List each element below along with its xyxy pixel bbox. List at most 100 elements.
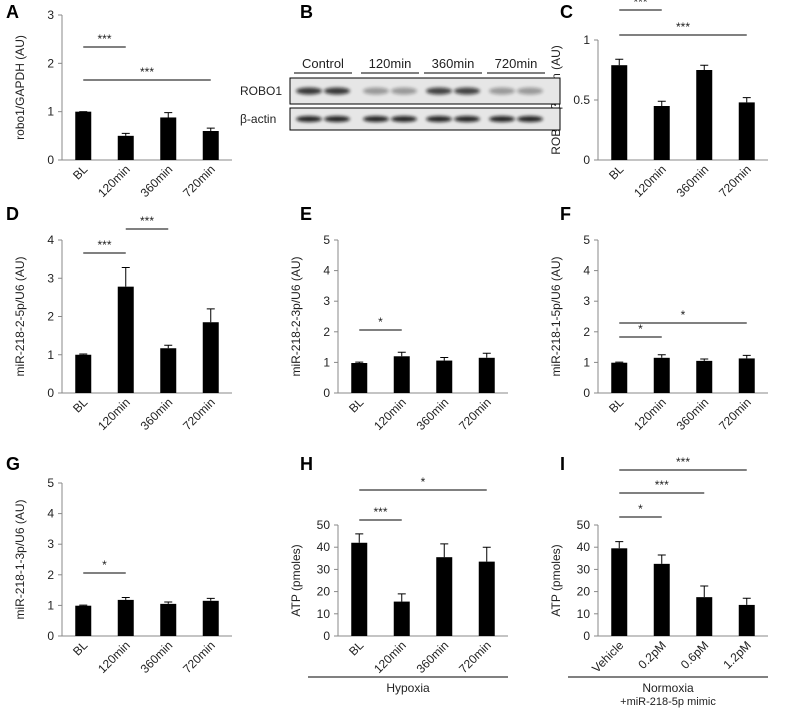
blot-band bbox=[363, 87, 389, 95]
bar bbox=[75, 354, 92, 393]
bar bbox=[117, 599, 134, 636]
y-tick-label: 4 bbox=[47, 507, 54, 521]
significance-label: *** bbox=[140, 65, 154, 79]
error-bar bbox=[440, 543, 449, 558]
error-bar bbox=[657, 100, 666, 106]
group-label: Hypoxia bbox=[386, 681, 430, 695]
error-bar bbox=[206, 597, 215, 601]
bar bbox=[478, 561, 495, 636]
error-bar bbox=[79, 353, 88, 355]
x-tick-label: 360min bbox=[138, 395, 176, 433]
x-tick-label: 720min bbox=[716, 162, 754, 200]
y-tick-label: 10 bbox=[577, 607, 591, 621]
bar bbox=[75, 605, 92, 636]
y-tick-label: 5 bbox=[323, 233, 330, 247]
y-tick-label: 1 bbox=[47, 598, 54, 612]
blot-band bbox=[363, 116, 389, 122]
y-tick-label: 10 bbox=[317, 607, 331, 621]
bar bbox=[75, 111, 92, 160]
y-tick-label: 5 bbox=[583, 233, 590, 247]
group-label: +miR-218-5p mimic bbox=[620, 696, 716, 708]
blot-band bbox=[454, 116, 480, 122]
y-tick-label: 40 bbox=[317, 540, 331, 554]
error-bar bbox=[206, 127, 215, 131]
significance-label: *** bbox=[97, 32, 111, 46]
y-tick-label: 2 bbox=[47, 568, 54, 582]
panel-label: G bbox=[6, 454, 20, 474]
significance-label: *** bbox=[373, 505, 387, 519]
y-tick-label: 4 bbox=[323, 264, 330, 278]
x-tick-label: Vehicle bbox=[589, 638, 626, 675]
y-tick-label: 50 bbox=[317, 518, 331, 532]
y-axis-label: miR-218-1-5p/U6 (AU) bbox=[549, 256, 563, 376]
y-tick-label: 2 bbox=[583, 325, 590, 339]
lane-label: 120min bbox=[369, 56, 412, 71]
x-tick-label: 0.6pM bbox=[678, 638, 711, 671]
y-tick-label: 1 bbox=[323, 355, 330, 369]
error-bar bbox=[355, 533, 364, 543]
row-label: β-actin bbox=[240, 112, 276, 126]
x-tick-label: BL bbox=[70, 638, 91, 659]
bar bbox=[436, 557, 453, 636]
x-tick-label: 360min bbox=[674, 162, 712, 200]
x-tick-label: BL bbox=[606, 395, 627, 416]
blot-band bbox=[426, 87, 452, 95]
blot-band bbox=[391, 87, 417, 95]
y-tick-label: 0 bbox=[47, 386, 54, 400]
y-tick-label: 3 bbox=[47, 537, 54, 551]
blot-band bbox=[454, 87, 480, 95]
error-bar bbox=[164, 601, 173, 604]
panel-label: I bbox=[560, 454, 565, 474]
error-bar bbox=[742, 354, 751, 359]
panel-label: C bbox=[560, 2, 573, 22]
error-bar bbox=[164, 344, 173, 349]
y-tick-label: 0 bbox=[583, 629, 590, 643]
lane-label: 720min bbox=[495, 56, 538, 71]
error-bar bbox=[700, 585, 709, 598]
y-tick-label: 20 bbox=[317, 585, 331, 599]
x-tick-label: 120min bbox=[95, 638, 133, 676]
x-tick-label: 360min bbox=[414, 395, 452, 433]
blot-band bbox=[391, 116, 417, 122]
panel-label: D bbox=[6, 204, 19, 224]
significance-label: * bbox=[102, 558, 107, 572]
error-bar bbox=[742, 597, 751, 605]
significance-label: * bbox=[681, 308, 686, 322]
lane-label: 360min bbox=[432, 56, 475, 71]
y-tick-label: 0 bbox=[47, 153, 54, 167]
panel-label: A bbox=[6, 2, 19, 22]
bar bbox=[738, 604, 755, 636]
error-bar bbox=[657, 554, 666, 564]
blot-band bbox=[324, 87, 350, 95]
x-tick-label: 360min bbox=[138, 162, 176, 200]
significance-label: * bbox=[421, 475, 426, 489]
blot-band bbox=[517, 116, 543, 122]
bar bbox=[611, 548, 628, 636]
y-tick-label: 3 bbox=[47, 8, 54, 22]
x-tick-label: 720min bbox=[456, 638, 494, 676]
blot-band bbox=[489, 87, 515, 95]
x-tick-label: 120min bbox=[371, 638, 409, 676]
significance-label: *** bbox=[676, 455, 690, 469]
blot-band bbox=[426, 116, 452, 122]
bar bbox=[202, 322, 219, 393]
significance-label: *** bbox=[633, 0, 647, 9]
bar bbox=[738, 358, 755, 393]
panel-label: F bbox=[560, 204, 571, 224]
bar bbox=[696, 597, 713, 636]
bar bbox=[696, 70, 713, 160]
y-axis-label: robo1/GAPDH (AU) bbox=[13, 35, 27, 140]
error-bar bbox=[482, 352, 491, 358]
x-tick-label: 720min bbox=[456, 395, 494, 433]
bar bbox=[351, 363, 368, 393]
bar bbox=[202, 131, 219, 160]
y-tick-label: 0 bbox=[583, 153, 590, 167]
bar bbox=[393, 356, 410, 393]
x-tick-label: 0.2pM bbox=[635, 638, 668, 671]
error-bar bbox=[121, 267, 130, 287]
error-bar bbox=[742, 97, 751, 103]
blot-band bbox=[296, 116, 322, 122]
y-axis-label: miR-218-2-5p/U6 (AU) bbox=[13, 256, 27, 376]
bar bbox=[738, 102, 755, 160]
